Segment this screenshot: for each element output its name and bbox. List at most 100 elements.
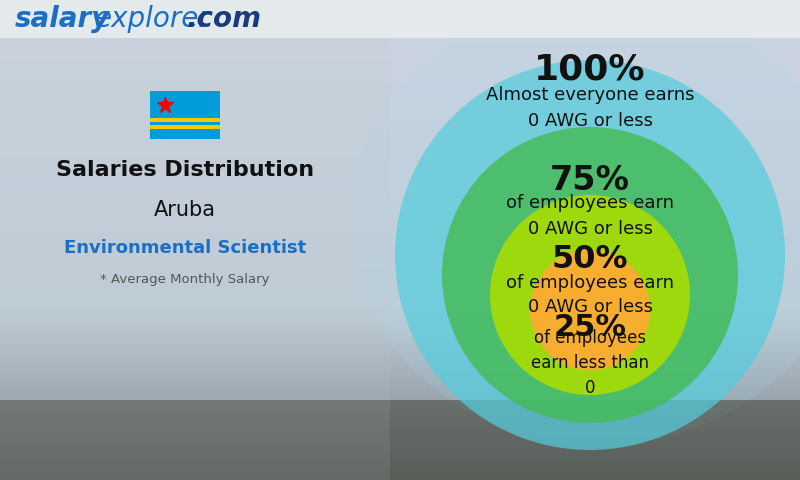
Bar [0, 384, 800, 385]
Bar [0, 324, 800, 325]
Bar [0, 31, 800, 32]
Bar [0, 282, 800, 283]
Bar [0, 176, 800, 177]
Bar [0, 13, 800, 14]
Bar [0, 353, 800, 354]
Bar [150, 118, 220, 122]
Bar [0, 179, 800, 180]
Bar [0, 291, 800, 292]
Bar [0, 20, 800, 21]
Bar [0, 443, 800, 444]
Bar [0, 88, 800, 89]
Bar [0, 210, 800, 211]
Bar [0, 467, 800, 468]
Text: Almost everyone earns
0 AWG or less: Almost everyone earns 0 AWG or less [486, 86, 694, 130]
Bar [0, 259, 800, 260]
Bar [0, 330, 800, 331]
Bar [0, 127, 800, 128]
Bar [0, 238, 800, 239]
Bar [0, 15, 800, 16]
Bar [0, 181, 800, 182]
Bar [0, 120, 800, 121]
Bar [0, 426, 800, 427]
Bar [0, 107, 800, 108]
Bar [0, 306, 800, 307]
Bar [0, 417, 800, 418]
Bar [0, 49, 800, 50]
Bar [0, 126, 800, 127]
Bar [0, 213, 800, 214]
Bar [0, 439, 800, 440]
Bar [0, 59, 800, 60]
Bar [0, 199, 800, 200]
Bar [0, 448, 800, 449]
Bar [0, 152, 800, 153]
Bar [0, 392, 800, 393]
Bar [0, 164, 800, 165]
Bar [0, 143, 800, 144]
Bar [0, 37, 800, 38]
Bar [0, 111, 800, 112]
Bar [0, 134, 800, 135]
Bar [0, 447, 800, 448]
Bar [0, 121, 800, 122]
Bar [0, 133, 800, 134]
Bar [0, 33, 800, 34]
Bar [0, 411, 800, 412]
Bar [0, 407, 800, 408]
Bar [0, 244, 800, 245]
Bar [0, 240, 800, 241]
Bar [0, 103, 800, 104]
Bar [0, 193, 800, 194]
Bar [0, 405, 800, 406]
Bar [0, 67, 800, 68]
Bar [0, 149, 800, 150]
Bar [0, 163, 800, 164]
Bar [0, 433, 800, 434]
Bar [0, 166, 800, 167]
Bar [0, 318, 800, 319]
Bar [0, 203, 800, 204]
Bar [0, 227, 800, 228]
Bar [0, 236, 800, 237]
Bar [0, 381, 800, 382]
Bar [0, 99, 800, 100]
Bar [0, 150, 800, 151]
Bar [0, 302, 800, 303]
Bar [0, 0, 800, 38]
Bar [0, 288, 800, 289]
Bar [0, 336, 800, 337]
Bar [0, 362, 800, 363]
Bar [0, 109, 800, 110]
Bar [0, 184, 800, 185]
Bar [0, 156, 800, 157]
Bar [0, 321, 800, 322]
Bar [0, 87, 800, 88]
Bar [0, 337, 800, 338]
Bar [0, 196, 800, 197]
Bar [0, 119, 800, 120]
Bar [0, 60, 800, 61]
Bar [0, 202, 800, 203]
Circle shape [490, 195, 690, 395]
Bar [0, 265, 800, 266]
Bar [0, 23, 800, 24]
Bar [0, 86, 800, 87]
Bar [0, 422, 800, 423]
Bar [0, 70, 800, 71]
Bar [0, 258, 800, 259]
Bar [0, 375, 800, 376]
Bar [0, 298, 800, 299]
Bar [0, 10, 800, 11]
Ellipse shape [350, 0, 800, 445]
Bar [0, 389, 800, 390]
Bar [0, 5, 800, 6]
Bar [0, 323, 800, 324]
Bar [0, 95, 800, 96]
Bar [0, 475, 800, 476]
Bar [0, 312, 800, 313]
Bar [0, 438, 800, 439]
Bar [0, 418, 800, 419]
Bar [0, 96, 800, 97]
Bar [0, 151, 800, 152]
